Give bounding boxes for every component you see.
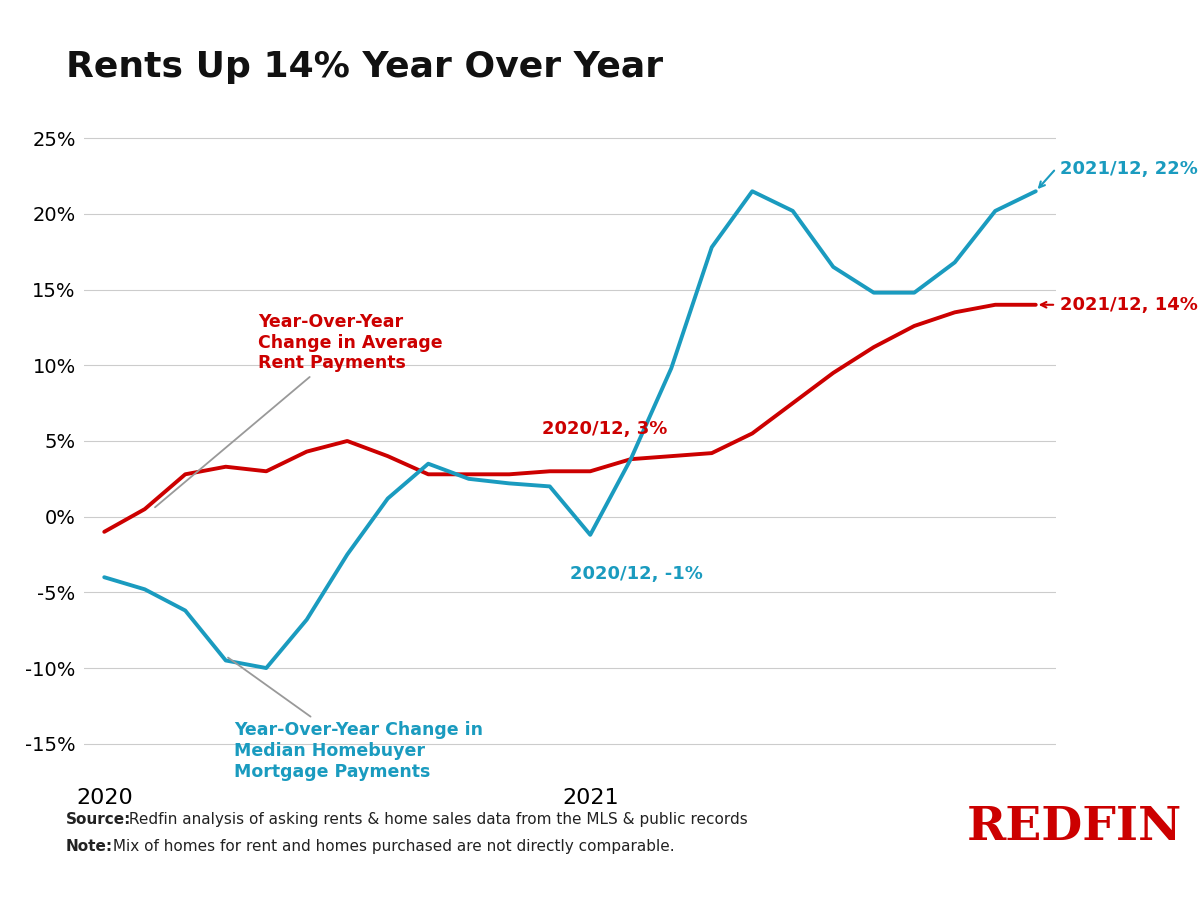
Text: Rents Up 14% Year Over Year: Rents Up 14% Year Over Year [66,50,664,84]
Text: Mix of homes for rent and homes purchased are not directly comparable.: Mix of homes for rent and homes purchase… [108,839,674,854]
Text: Note:: Note: [66,839,113,854]
Text: 2020/12, 3%: 2020/12, 3% [541,420,667,438]
Text: 2021/12, 14%: 2021/12, 14% [1060,296,1198,314]
Text: Year-Over-Year Change in
Median Homebuyer
Mortgage Payments: Year-Over-Year Change in Median Homebuye… [228,658,482,780]
Text: Source:: Source: [66,812,131,827]
Text: Year-Over-Year
Change in Average
Rent Payments: Year-Over-Year Change in Average Rent Pa… [155,313,443,508]
Text: 2021/12, 22%: 2021/12, 22% [1060,159,1198,177]
Text: Redfin analysis of asking rents & home sales data from the MLS & public records: Redfin analysis of asking rents & home s… [124,812,748,827]
Text: REDFIN: REDFIN [966,805,1182,850]
Text: 2020/12, -1%: 2020/12, -1% [570,565,703,583]
